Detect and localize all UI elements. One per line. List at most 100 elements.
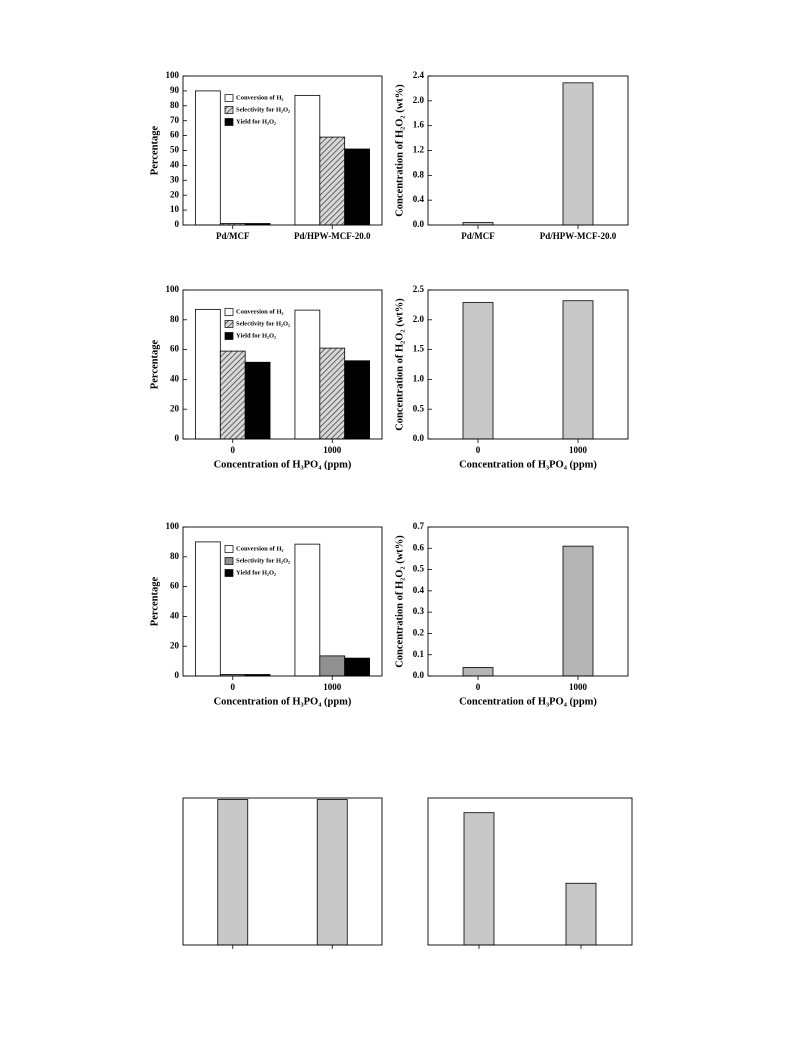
legend-swatch	[224, 94, 234, 102]
bar	[462, 302, 494, 440]
y-tick-label: 20	[170, 403, 180, 413]
bar	[462, 667, 494, 677]
y-axis-label: Concentration of H₂O₂ (wt%)	[394, 84, 405, 217]
y-tick-label: 30	[170, 174, 180, 184]
y-tick-label: 10	[170, 204, 180, 214]
legend-label: Selectivity for H₂O₂	[236, 106, 290, 113]
y-tick-label: 40	[170, 610, 180, 620]
y-tick-label: 0.5	[413, 564, 425, 574]
y-tick-label: 100	[166, 284, 180, 294]
y-axis-label: Percentage	[149, 576, 160, 626]
bar	[562, 82, 594, 226]
plot-frame	[182, 797, 383, 946]
legend-label: Conversion of H₂	[236, 545, 284, 552]
y-tick-label: 1.5	[413, 344, 425, 354]
y-tick-label: 20	[170, 189, 180, 199]
plot-frame	[182, 289, 383, 440]
y-tick-label: 80	[170, 100, 180, 110]
bar	[344, 657, 370, 677]
y-tick-label: 0.4	[413, 194, 425, 204]
y-axis-label: Percentage	[149, 125, 160, 175]
legend-label: Yield for H₂O₂	[236, 118, 276, 125]
bar	[195, 308, 221, 440]
bar	[294, 94, 321, 226]
x-tick-label: Pd/HPW-MCF-20.0	[540, 231, 617, 241]
y-tick-label: 2.5	[413, 284, 425, 294]
bar	[463, 812, 495, 946]
legend-label: Selectivity for H₂O₂	[236, 557, 290, 564]
bar	[344, 148, 370, 226]
legend-label: Yield for H₂O₂	[236, 332, 276, 339]
x-tick-label: Pd/MCF	[216, 231, 250, 241]
y-tick-label: 100	[166, 521, 180, 531]
y-tick-label: 2.0	[413, 95, 425, 105]
legend-label: Selectivity for H₂O₂	[236, 320, 290, 327]
plot-frame	[427, 289, 629, 440]
plot-frame	[427, 526, 629, 677]
bar	[244, 361, 271, 440]
bar	[219, 350, 246, 440]
x-tick-label: 1000	[323, 445, 342, 455]
y-tick-label: 2.0	[413, 314, 425, 324]
y-axis-label: Concentration of H₂O₂ (wt%)	[394, 298, 405, 431]
bar	[294, 309, 321, 440]
y-tick-label: 0.0	[413, 433, 425, 443]
y-tick-label: 0.0	[413, 670, 425, 680]
plot-frame	[427, 75, 629, 226]
y-tick-label: 60	[170, 344, 180, 354]
x-tick-label: 1000	[323, 682, 342, 692]
plot-frame	[182, 526, 383, 677]
legend-swatch	[224, 320, 234, 328]
y-tick-label: 0.2	[413, 627, 425, 637]
y-tick-label: 0.1	[413, 649, 425, 659]
legend-swatch	[224, 545, 234, 553]
bar	[319, 136, 346, 226]
y-tick-label: 0.6	[413, 542, 425, 552]
x-tick-label: Pd/MCF	[461, 231, 495, 241]
legend-label: Yield for H₂O₂	[236, 569, 276, 576]
y-tick-label: 1.2	[413, 145, 425, 155]
bar	[195, 541, 221, 677]
x-tick-label: Pd/HPW-MCF-20.0	[294, 231, 371, 241]
x-tick-label: 0	[476, 682, 481, 692]
bar	[195, 90, 221, 226]
bar	[562, 300, 594, 440]
legend-swatch	[224, 569, 234, 577]
plot-frame	[182, 75, 383, 226]
y-tick-label: 0.5	[413, 403, 425, 413]
y-tick-label: 20	[170, 640, 180, 650]
x-axis-label: Concentration of H₃PO₄ (ppm)	[459, 696, 597, 707]
x-axis-label: Concentration of H₃PO₄ (ppm)	[214, 459, 352, 470]
bar	[344, 360, 370, 440]
legend-swatch	[224, 308, 234, 316]
legend-label: Conversion of H₂	[236, 308, 284, 315]
bar	[294, 543, 321, 677]
bar	[562, 545, 594, 677]
y-tick-label: 40	[170, 373, 180, 383]
y-tick-label: 60	[170, 581, 180, 591]
x-tick-label: 0	[231, 682, 236, 692]
x-tick-label: 1000	[569, 682, 588, 692]
x-axis-label: Concentration of H₃PO₄ (ppm)	[459, 459, 597, 470]
legend-swatch	[224, 332, 234, 340]
y-tick-label: 0	[175, 433, 180, 443]
y-tick-label: 0	[175, 670, 180, 680]
bar	[319, 655, 346, 677]
bar	[316, 799, 348, 946]
legend-swatch	[224, 106, 234, 114]
y-tick-label: 80	[170, 551, 180, 561]
y-tick-label: 0.3	[413, 606, 425, 616]
legend-label: Conversion of H₂	[236, 94, 284, 101]
bar	[217, 799, 249, 946]
y-tick-label: 1.6	[413, 120, 425, 130]
y-tick-label: 90	[170, 85, 180, 95]
y-tick-label: 0.7	[413, 521, 425, 531]
y-axis-label: Percentage	[149, 339, 160, 389]
x-tick-label: 0	[231, 445, 236, 455]
legend-swatch	[224, 118, 234, 126]
bar	[565, 882, 597, 946]
y-axis-label: Concentration of H₂O₂ (wt%)	[394, 535, 405, 668]
y-tick-label: 1.0	[413, 373, 425, 383]
y-tick-label: 0	[175, 219, 180, 229]
